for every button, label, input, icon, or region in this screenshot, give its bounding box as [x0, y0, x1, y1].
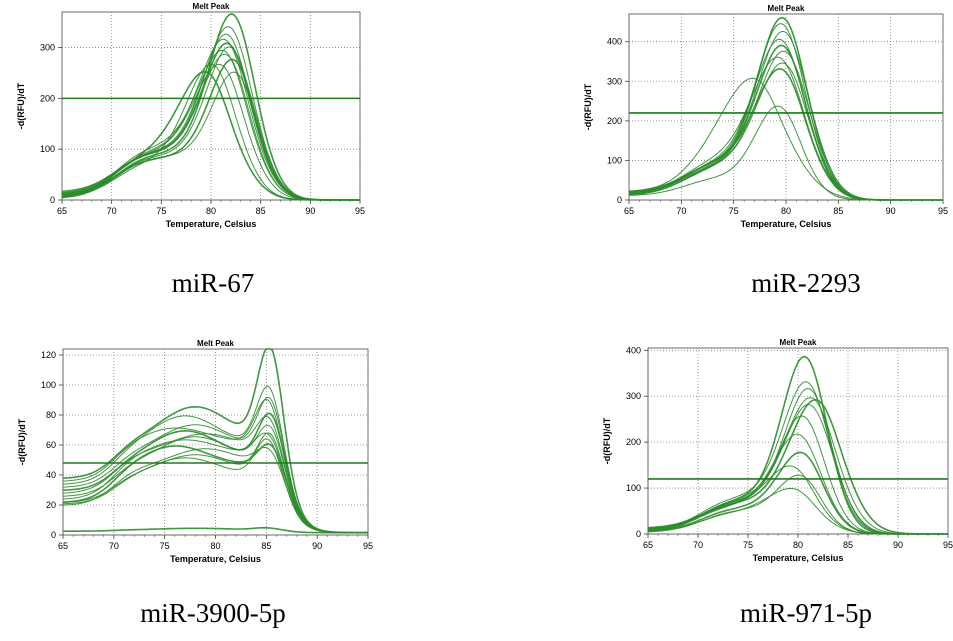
- x-tick-label: 80: [206, 206, 216, 216]
- x-tick-label: 95: [943, 540, 953, 550]
- x-tick-label: 90: [305, 206, 315, 216]
- x-axis-label: Temperature, Celsius: [753, 553, 844, 563]
- x-tick-label: 95: [938, 206, 948, 216]
- melt-curve-13: [63, 526, 368, 534]
- y-tick-label: 400: [607, 37, 622, 47]
- y-tick-label: 200: [607, 116, 622, 126]
- series-group: [647, 355, 948, 535]
- x-tick-label: 75: [156, 206, 166, 216]
- x-tick-label: 75: [729, 206, 739, 216]
- y-tick-label: 300: [626, 391, 641, 401]
- y-tick-label: 300: [40, 43, 55, 53]
- y-tick-label: 100: [626, 483, 641, 493]
- series-group: [62, 348, 368, 534]
- y-tick-label: 0: [636, 529, 641, 539]
- melt-curve-11: [628, 77, 943, 201]
- y-axis-label: -d(RFU)/dT: [583, 83, 593, 130]
- x-tick-label: 95: [363, 541, 373, 551]
- series-group: [628, 16, 943, 201]
- y-tick-label: 300: [607, 76, 622, 86]
- y-tick-label: 200: [40, 93, 55, 103]
- x-tick-label: 80: [793, 540, 803, 550]
- x-tick-label: 70: [693, 540, 703, 550]
- y-tick-label: 0: [51, 530, 56, 540]
- y-tick-label: 0: [50, 195, 55, 205]
- series-group: [61, 13, 360, 201]
- x-tick-label: 85: [256, 206, 266, 216]
- y-axis-label: -d(RFU)/dT: [17, 418, 27, 465]
- x-tick-label: 80: [210, 541, 220, 551]
- caption-4: miR-971-5p: [740, 598, 872, 628]
- caption-1: miR-67: [171, 268, 255, 298]
- y-tick-label: 400: [626, 345, 641, 355]
- chart-svg-3: Melt Peak 65 70 75 80 85 90 95 0 20 40 60 80 100 120 Te…: [17, 339, 373, 564]
- x-tick-label: 85: [261, 541, 271, 551]
- x-axis-label: Temperature, Celsius: [166, 219, 257, 229]
- x-tick-label: 85: [843, 540, 853, 550]
- x-tick-label: 95: [355, 206, 365, 216]
- y-tick-label: 20: [46, 500, 56, 510]
- y-tick-label: 60: [46, 440, 56, 450]
- chart-svg-4: Melt Peak 65 70 75 80 85 90 95 0 100 200 300 400 Temp…: [602, 338, 953, 563]
- melt-peak-chart-1: Melt Peak 65 70 75 80 85 90 95 0 100 200 300 Tempera…: [0, 0, 370, 245]
- y-axis-label: -d(RFU)/dT: [16, 82, 26, 129]
- x-tick-label: 65: [643, 540, 653, 550]
- melt-curve-5: [647, 398, 948, 535]
- y-tick-label: 100: [607, 155, 622, 165]
- chart-title: Melt Peak: [193, 2, 230, 11]
- melt-curve-13: [61, 70, 360, 201]
- chart-title: Melt Peak: [780, 338, 817, 347]
- x-tick-label: 65: [57, 206, 67, 216]
- x-tick-label: 75: [160, 541, 170, 551]
- melt-peak-chart-4: Melt Peak 65 70 75 80 85 90 95 0 100 200 300 400 Temp…: [580, 330, 953, 585]
- x-tick-label: 90: [893, 540, 903, 550]
- melt-peak-chart-3: Melt Peak 65 70 75 80 85 90 95 0 20 40 60 80 100 120 Te…: [0, 335, 380, 580]
- x-tick-label: 70: [676, 206, 686, 216]
- caption-3: miR-3900-5p: [140, 598, 286, 628]
- x-axis-label: Temperature, Celsius: [741, 219, 832, 229]
- melt-peak-chart-2: Melt Peak 65 70 75 80 85 90 95 0 100 200 300 400 Temp…: [561, 0, 953, 245]
- chart-svg-2: Melt Peak 65 70 75 80 85 90 95 0 100 200 300 400 Temp…: [583, 4, 948, 229]
- caption-2: miR-2293: [751, 268, 861, 298]
- y-tick-label: 120: [41, 350, 56, 360]
- x-tick-label: 80: [781, 206, 791, 216]
- x-tick-label: 90: [312, 541, 322, 551]
- x-tick-label: 65: [624, 206, 634, 216]
- y-axis-label: -d(RFU)/dT: [602, 417, 612, 464]
- y-tick-label: 0: [617, 195, 622, 205]
- chart-title: Melt Peak: [768, 4, 805, 13]
- x-tick-label: 70: [107, 206, 117, 216]
- melt-curve-12: [647, 474, 948, 535]
- x-tick-label: 90: [886, 206, 896, 216]
- y-tick-label: 40: [46, 470, 56, 480]
- chart-svg-1: Melt Peak 65 70 75 80 85 90 95 0 100 200 300 Tempera…: [16, 2, 365, 229]
- x-tick-label: 65: [58, 541, 68, 551]
- x-tick-label: 70: [109, 541, 119, 551]
- x-axis-label: Temperature, Celsius: [170, 554, 261, 564]
- melt-curve-12: [62, 438, 368, 534]
- x-tick-label: 75: [743, 540, 753, 550]
- x-tick-label: 85: [833, 206, 843, 216]
- y-tick-label: 100: [40, 144, 55, 154]
- y-tick-label: 100: [41, 380, 56, 390]
- y-tick-label: 200: [626, 437, 641, 447]
- chart-title: Melt Peak: [197, 339, 234, 348]
- y-tick-label: 80: [46, 410, 56, 420]
